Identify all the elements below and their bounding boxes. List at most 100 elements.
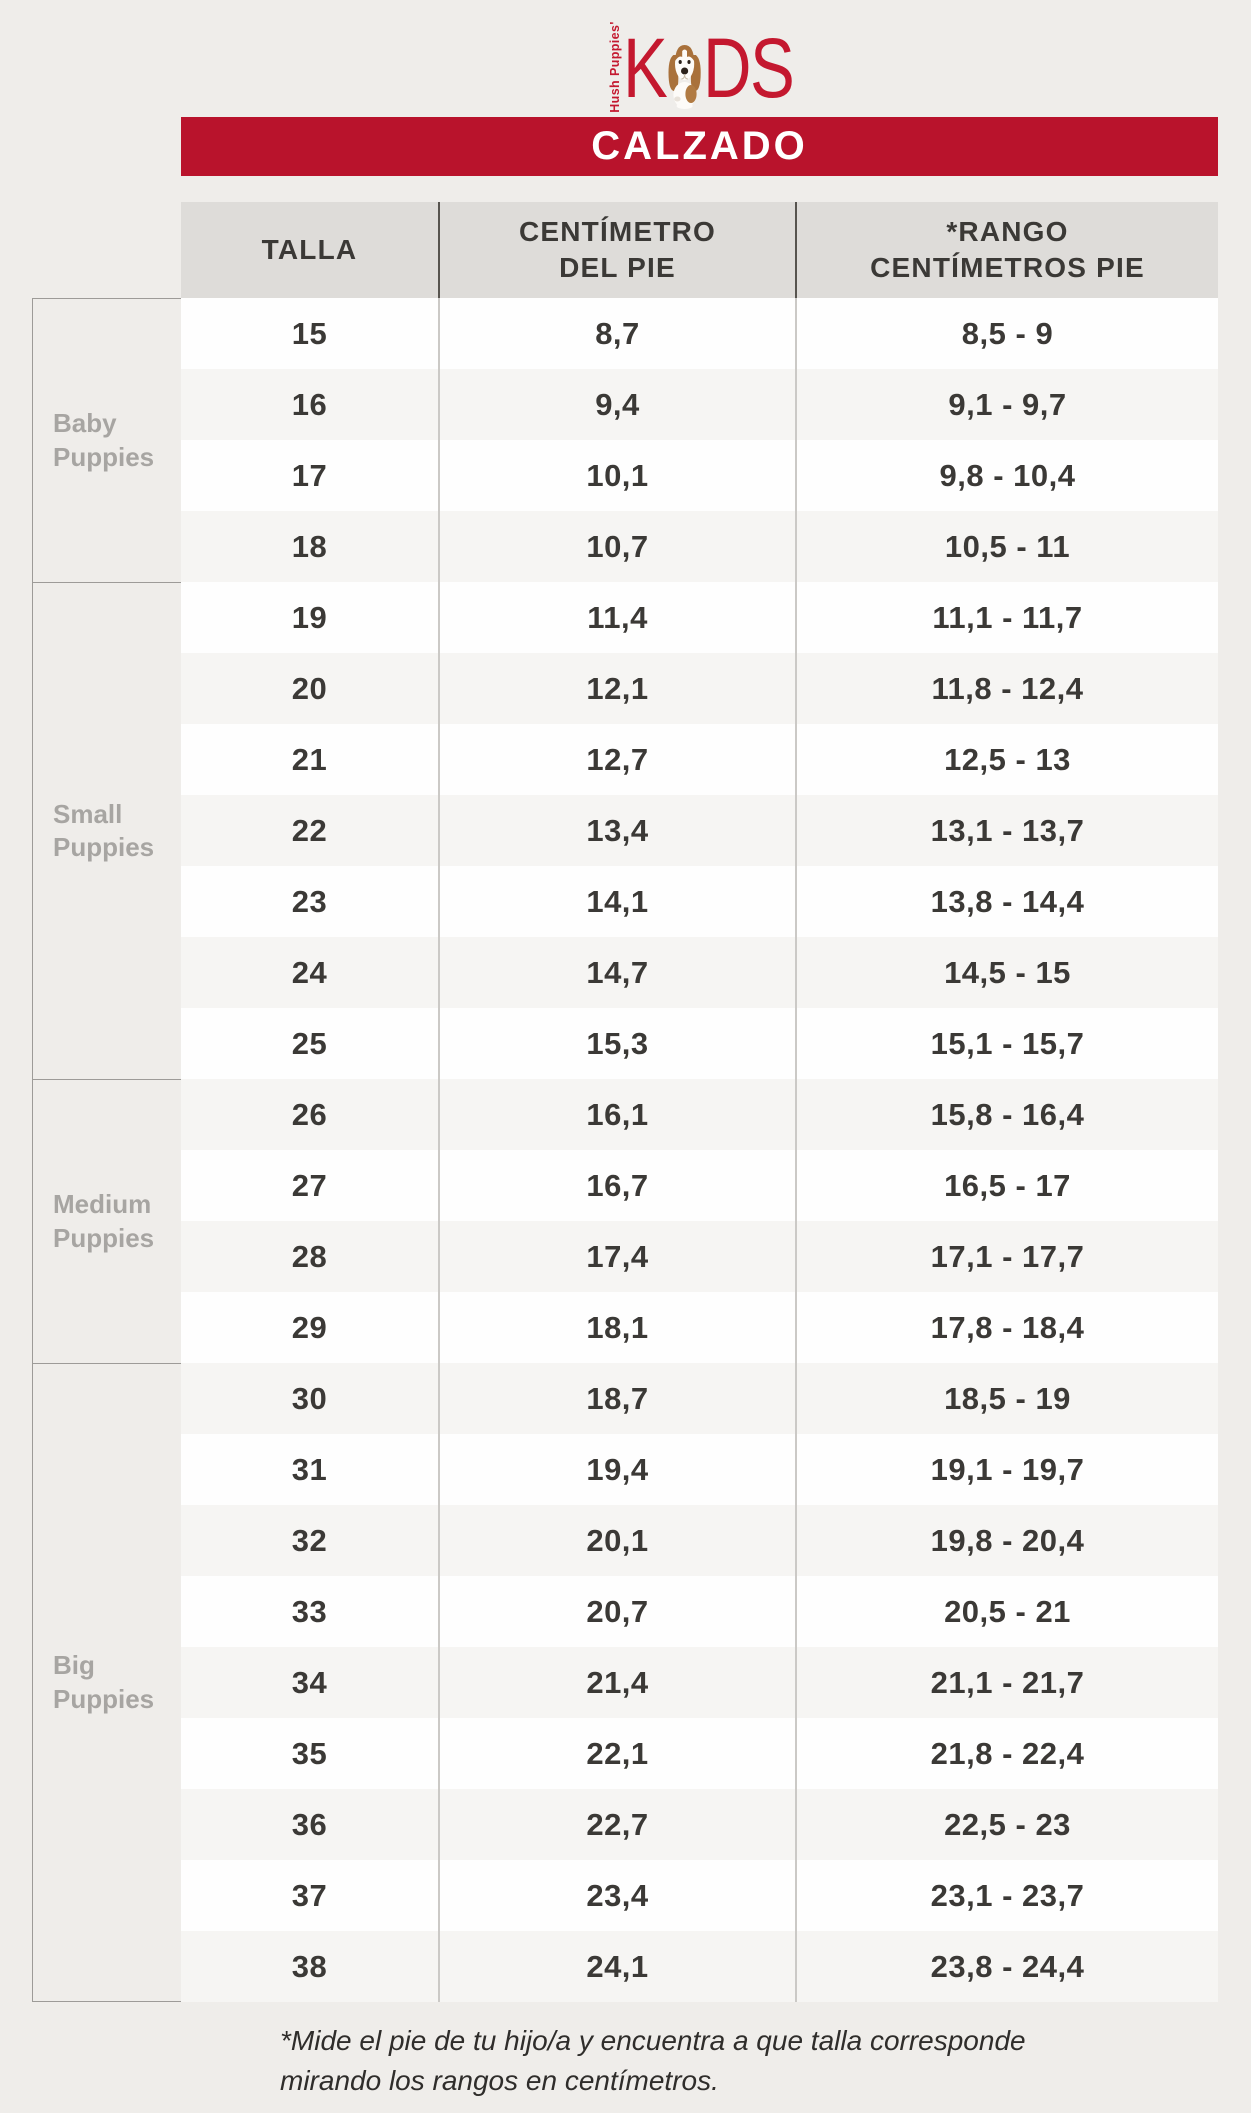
table-row-talla-25: 25 15,3 15,1 - 15,7 [181,1008,1218,1079]
talla-cell: 28 [181,1221,440,1292]
group-label-baby-puppies: Baby Puppies [33,407,154,473]
centimetro-pie-cell: 18,7 [440,1363,797,1434]
talla-cell: 15 [181,298,440,369]
table-body: 15 8,7 8,5 - 9 16 9,4 9,1 - 9,7 17 10,1 9,8 - 10… [181,298,1218,2002]
table-row-talla-27: 27 16,7 16,5 - 17 [181,1150,1218,1221]
sidebar: Baby Puppies Small Puppies Medium Puppies Big P… [32,298,181,2002]
group-label-line: Big [53,1650,95,1681]
calzado-banner-label: CALZADO [591,124,808,168]
kids-letter-k: K [623,21,668,116]
centimetro-pie-cell: 14,7 [440,937,797,1008]
centimetro-pie-cell: 23,4 [440,1860,797,1931]
group-label-small-puppies: Small Puppies [33,798,154,864]
rango-cell: 9,1 - 9,7 [948,386,1067,422]
table-row-talla-28: 28 17,4 17,1 - 17,7 [181,1221,1218,1292]
table-row-talla-20: 20 12,1 11,8 - 12,4 [181,653,1218,724]
hush-puppies-vertical-text: Hush Puppies' [606,21,623,113]
group-label-line: Small [53,798,123,829]
centimetro-pie-cell: 24,1 [440,1931,797,2002]
talla-cell: 21 [181,724,440,795]
footnote: *Mide el pie de tu hijo/a y encuentra a … [280,2021,1180,2101]
table-row-talla-38: 38 24,1 23,8 - 24,4 [181,1931,1218,2002]
talla-cell: 31 [181,1434,440,1505]
centimetro-pie-cell: 10,1 [440,440,797,511]
group-label-line: Medium [53,1189,152,1220]
table-row-talla-18: 18 10,7 10,5 - 11 [181,511,1218,582]
talla-cell: 33 [181,1576,440,1647]
rango-cell: 18,5 - 19 [944,1380,1071,1416]
rango-cell: 15,8 - 16,4 [930,1096,1085,1132]
group-label-medium-puppies: Medium Puppies [33,1188,154,1254]
talla-cell: 30 [181,1363,440,1434]
talla-cell: 35 [181,1718,440,1789]
group-box-baby-puppies: Baby Puppies [32,298,181,582]
column-header-line: CENTÍMETROS PIE [870,252,1145,283]
talla-cell: 22 [181,795,440,866]
hush-puppies-label: Hush Puppies' [607,21,622,113]
centimetro-pie-cell: 12,1 [440,653,797,724]
rango-cell: 10,5 - 11 [944,528,1071,564]
centimetro-pie-cell: 9,4 [440,369,797,440]
kids-wordmark: K DS [623,21,795,116]
column-header-talla: TALLA [181,202,440,298]
centimetro-pie-cell: 13,4 [440,795,797,866]
talla-cell: 26 [181,1079,440,1150]
table-row-talla-17: 17 10,1 9,8 - 10,4 [181,440,1218,511]
rango-cell: 11,1 - 11,7 [932,599,1083,635]
rango-cell: 11,8 - 12,4 [931,670,1084,706]
group-label-big-puppies: Big Puppies [33,1649,154,1715]
centimetro-pie-cell: 15,3 [440,1008,797,1079]
column-header-centimetro-del-pie: CENTÍMETRO DEL PIE [440,202,797,298]
rango-cell: 17,8 - 18,4 [930,1309,1085,1345]
centimetro-pie-cell: 18,1 [440,1292,797,1363]
column-header-line: CENTÍMETRO [518,216,717,248]
rango-cell: 23,1 - 23,7 [930,1877,1085,1913]
table-row-talla-37: 37 23,4 23,1 - 23,7 [181,1860,1218,1931]
table-row-talla-33: 33 20,7 20,5 - 21 [181,1576,1218,1647]
talla-cell: 38 [181,1931,440,2002]
talla-cell: 29 [181,1292,440,1363]
basset-hound-dog-icon [668,45,701,109]
rango-cell: 19,1 - 19,7 [930,1451,1085,1487]
centimetro-pie-cell: 16,1 [440,1079,797,1150]
rango-cell: 13,1 - 13,7 [930,812,1085,848]
centimetro-pie-cell: 16,7 [440,1150,797,1221]
hush-puppies-kids-logo: Hush Puppies' K DS [606,16,836,116]
footnote-line-2: mirando los rangos en centímetros. [280,2065,719,2097]
table-row-talla-34: 34 21,4 21,1 - 21,7 [181,1647,1218,1718]
group-box-big-puppies: Big Puppies [32,1363,181,2002]
centimetro-pie-cell: 8,7 [440,298,797,369]
kids-letters-ds: DS [703,21,795,116]
rango-cell: 17,1 - 17,7 [930,1238,1085,1274]
talla-cell: 16 [181,369,440,440]
centimetro-pie-cell: 14,1 [440,866,797,937]
table-row-talla-26: 26 16,1 15,8 - 16,4 [181,1079,1218,1150]
table-row-talla-21: 21 12,7 12,5 - 13 [181,724,1218,795]
centimetro-pie-cell: 21,4 [440,1647,797,1718]
table-row-talla-36: 36 22,7 22,5 - 23 [181,1789,1218,1860]
group-label-line: Puppies [53,1683,155,1714]
talla-cell: 24 [181,937,440,1008]
rango-cell: 14,5 - 15 [944,954,1071,990]
group-label-line: Baby [53,408,117,439]
calzado-banner: CALZADO [181,117,1218,176]
talla-cell: 25 [181,1008,440,1079]
rango-cell: 16,5 - 17 [944,1167,1071,1203]
talla-cell: 32 [181,1505,440,1576]
table-row-talla-22: 22 13,4 13,1 - 13,7 [181,795,1218,866]
rango-cell: 13,8 - 14,4 [930,883,1085,919]
talla-cell: 20 [181,653,440,724]
table-row-talla-35: 35 22,1 21,8 - 22,4 [181,1718,1218,1789]
centimetro-pie-cell: 19,4 [440,1434,797,1505]
rango-cell: 22,5 - 23 [944,1806,1071,1842]
rango-cell: 9,8 - 10,4 [939,457,1076,493]
table-row-talla-16: 16 9,4 9,1 - 9,7 [181,369,1218,440]
centimetro-pie-cell: 12,7 [440,724,797,795]
rango-cell: 12,5 - 13 [944,741,1071,777]
talla-cell: 23 [181,866,440,937]
rango-cell: 8,5 - 9 [961,315,1054,351]
talla-cell: 37 [181,1860,440,1931]
table-row-talla-23: 23 14,1 13,8 - 14,4 [181,866,1218,937]
table-row-talla-31: 31 19,4 19,1 - 19,7 [181,1434,1218,1505]
